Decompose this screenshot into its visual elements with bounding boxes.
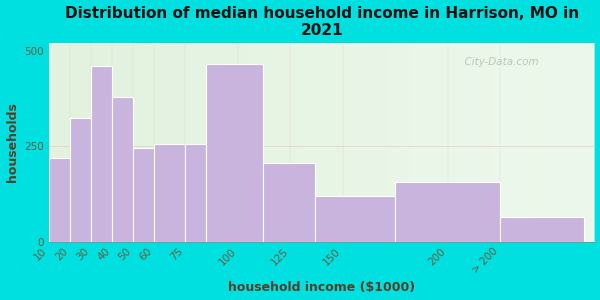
Bar [263,164,315,242]
Bar [154,144,185,242]
Bar [185,144,206,242]
Bar [315,196,395,242]
Bar [206,64,263,242]
Bar [112,97,133,242]
Bar [395,182,500,242]
Bar [91,66,112,242]
Text: City-Data.com: City-Data.com [458,57,539,67]
Bar [49,158,70,242]
Y-axis label: households: households [5,103,19,182]
X-axis label: household income ($1000): household income ($1000) [228,281,415,294]
Bar [500,217,584,242]
Title: Distribution of median household income in Harrison, MO in
2021: Distribution of median household income … [65,6,578,38]
Bar [133,148,154,242]
Bar [70,118,91,242]
